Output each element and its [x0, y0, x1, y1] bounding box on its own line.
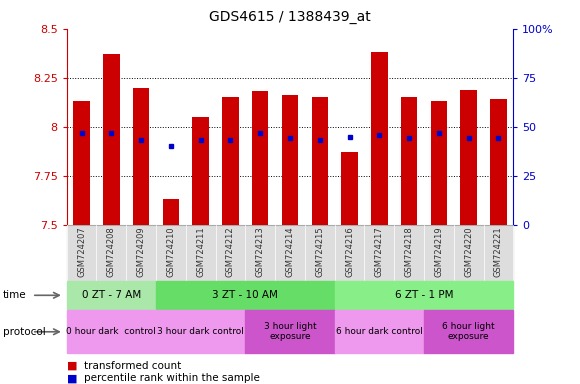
Text: time: time — [3, 290, 27, 300]
Text: ■: ■ — [67, 373, 77, 383]
Bar — [103, 54, 119, 225]
Text: 6 hour light
exposure: 6 hour light exposure — [443, 322, 495, 341]
Bar — [193, 117, 209, 225]
Text: 0 hour dark  control: 0 hour dark control — [67, 327, 156, 336]
Text: 0 ZT - 7 AM: 0 ZT - 7 AM — [82, 290, 141, 300]
Bar — [74, 101, 90, 225]
Bar — [282, 95, 298, 225]
Bar — [461, 89, 477, 225]
Bar — [371, 52, 387, 225]
Text: protocol: protocol — [3, 327, 46, 337]
Bar — [311, 98, 328, 225]
Bar — [490, 99, 506, 225]
Text: percentile rank within the sample: percentile rank within the sample — [84, 373, 260, 383]
Text: ■: ■ — [67, 361, 77, 371]
Text: GDS4615 / 1388439_at: GDS4615 / 1388439_at — [209, 10, 371, 23]
Bar — [133, 88, 149, 225]
Bar — [163, 199, 179, 225]
Text: 3 hour dark control: 3 hour dark control — [157, 327, 244, 336]
Bar — [342, 152, 358, 225]
Bar — [401, 98, 417, 225]
Text: 3 ZT - 10 AM: 3 ZT - 10 AM — [212, 290, 278, 300]
Text: 3 hour light
exposure: 3 hour light exposure — [264, 322, 316, 341]
Text: 6 hour dark control: 6 hour dark control — [336, 327, 423, 336]
Bar — [431, 101, 447, 225]
Bar — [222, 98, 238, 225]
Text: transformed count: transformed count — [84, 361, 182, 371]
Text: 6 ZT - 1 PM: 6 ZT - 1 PM — [395, 290, 453, 300]
Bar — [252, 91, 269, 225]
